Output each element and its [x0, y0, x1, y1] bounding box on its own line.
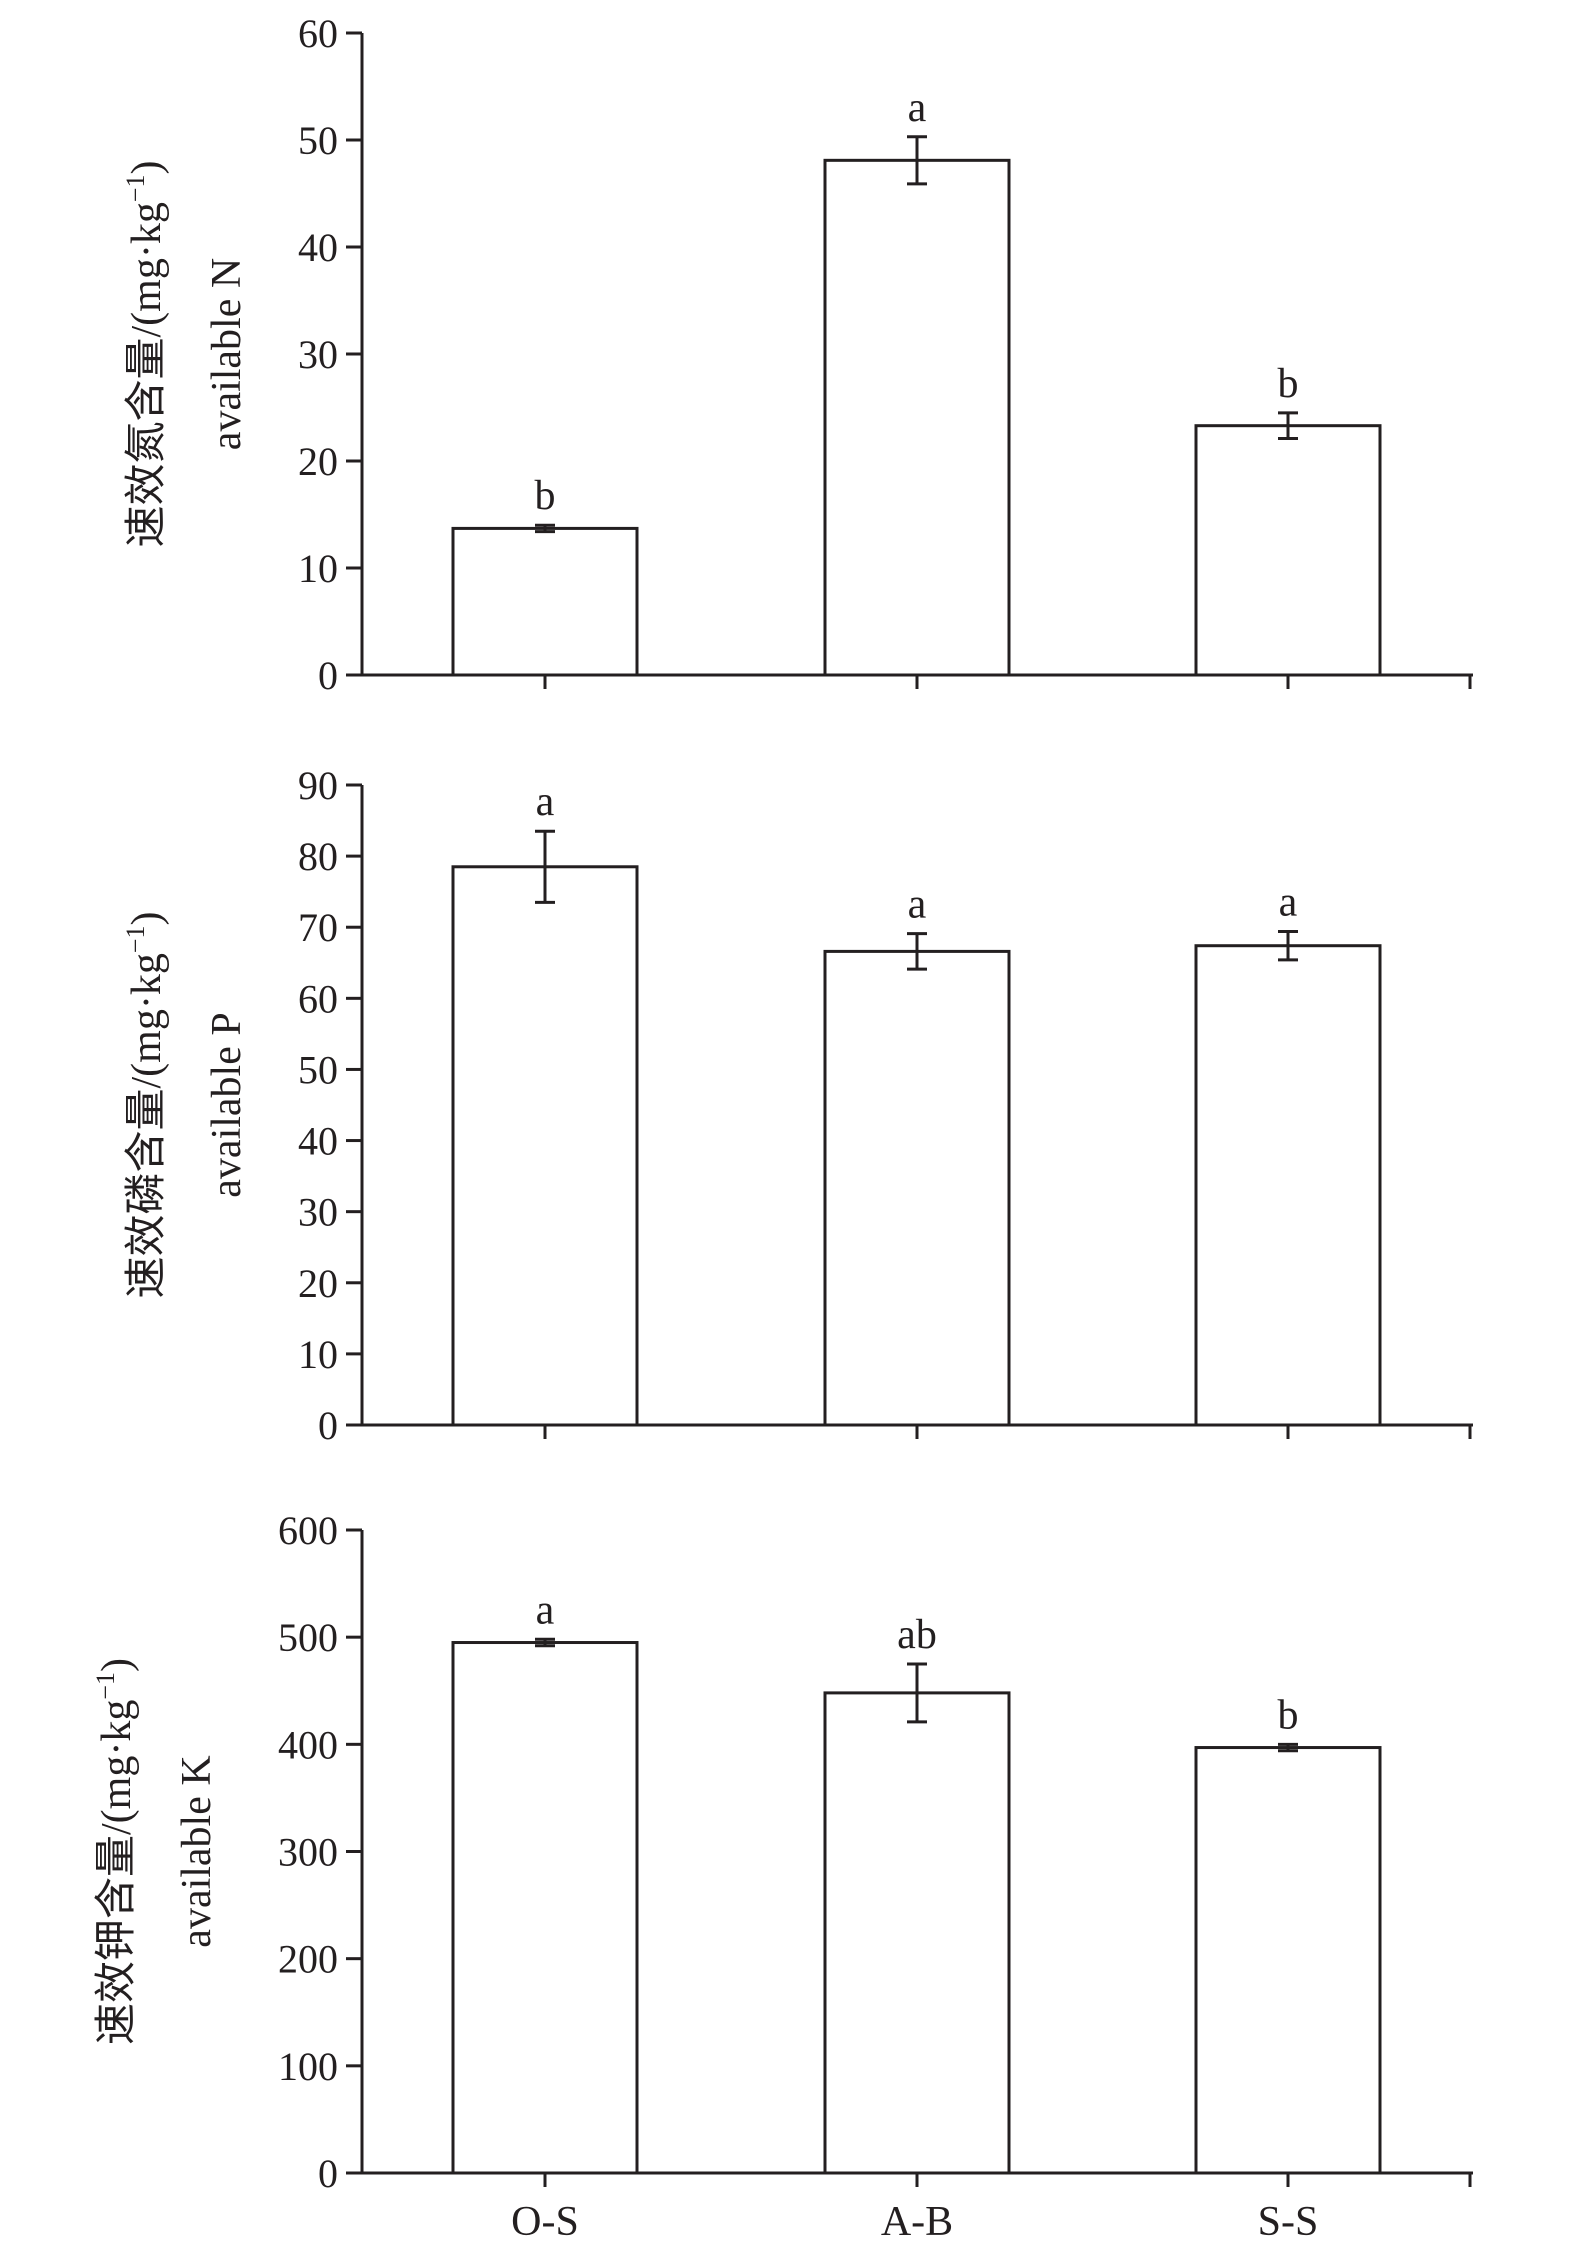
y-axis-label-en: available P: [204, 1012, 250, 1197]
y-tick-label: 50: [298, 1047, 338, 1092]
y-tick-label: 40: [298, 225, 338, 270]
significance-label: a: [536, 1587, 555, 1633]
y-axis-label-close-paren: ): [94, 1658, 140, 1672]
y-tick-label: 10: [298, 1332, 338, 1377]
bar: [451, 865, 639, 1427]
y-tick-label: 30: [298, 332, 338, 377]
bar: [823, 158, 1011, 677]
y-tick-label: 20: [298, 1261, 338, 1306]
y-axis-label-superscript: −1: [121, 175, 150, 203]
y-tick-label: 60: [298, 11, 338, 56]
significance-label: a: [908, 85, 927, 131]
y-tick-label: 0: [318, 1403, 338, 1448]
x-category-label: A-B: [881, 2199, 953, 2245]
bar: [1194, 944, 1382, 1427]
significance-label: ab: [897, 1612, 937, 1658]
y-tick-label: 40: [298, 1119, 338, 1164]
bar: [1194, 1746, 1382, 2175]
significance-label: a: [536, 779, 555, 825]
y-tick-label: 70: [298, 905, 338, 950]
y-axis-label-cn: 速效磷含量/(mg·kg−1): [121, 912, 170, 1299]
y-axis-label-superscript: −1: [121, 926, 150, 954]
x-category-label: O-S: [511, 2199, 579, 2245]
y-axis-label-cn: 速效氮含量/(mg·kg−1): [121, 161, 170, 548]
significance-label: b: [1278, 361, 1299, 407]
bar: [451, 1641, 639, 2175]
bar: [823, 1691, 1011, 2175]
y-tick-label: 100: [278, 2044, 338, 2089]
y-tick-label: 600: [278, 1508, 338, 1553]
y-axis-label-superscript: −1: [91, 1672, 120, 1700]
chart-panel-2: 0 10 20 30 40 50 60 70 80 90 a a a 速效磷含量/(mg·kg−1) ava…: [121, 763, 1473, 1448]
bar: [451, 526, 639, 677]
x-category-label: S-S: [1258, 2199, 1319, 2245]
chart-panel-3: 0 100 200 300 400 500 600 a ab b O-S A-B S-S 速效钾含量/(m…: [91, 1508, 1473, 2245]
y-axis-label-en: available K: [174, 1755, 220, 1947]
y-axis-label-en: available N: [204, 258, 250, 450]
significance-label: b: [1278, 1692, 1299, 1738]
y-tick-label: 200: [278, 1937, 338, 1982]
y-axis-label-cn: 速效钾含量/(mg·kg−1): [91, 1658, 140, 2045]
y-tick-label: 10: [298, 546, 338, 591]
y-axis-label-close-paren: ): [124, 161, 170, 175]
chart-panel-1: 0 10 20 30 40 50 60 b a b 速效氮含量/(mg·kg−1) available…: [121, 11, 1473, 698]
y-tick-label: 0: [318, 2151, 338, 2196]
y-axis-label-cn-main: 速效钾含量/(mg·kg: [94, 1700, 140, 2045]
y-tick-label: 300: [278, 1830, 338, 1875]
bar: [1194, 424, 1382, 677]
y-axis-label-cn-main: 速效磷含量/(mg·kg: [124, 953, 170, 1298]
y-tick-label: 90: [298, 763, 338, 808]
significance-label: b: [535, 473, 556, 519]
y-tick-label: 30: [298, 1190, 338, 1235]
bar: [823, 949, 1011, 1427]
y-tick-label: 500: [278, 1615, 338, 1660]
significance-label: a: [1279, 879, 1298, 925]
significance-label: a: [908, 882, 927, 928]
y-tick-label: 0: [318, 653, 338, 698]
y-tick-label: 60: [298, 976, 338, 1021]
y-tick-label: 80: [298, 834, 338, 879]
y-tick-label: 50: [298, 118, 338, 163]
y-axis-label-close-paren: ): [124, 912, 170, 926]
y-axis-label-cn-main: 速效氮含量/(mg·kg: [124, 202, 170, 547]
y-tick-label: 20: [298, 439, 338, 484]
y-tick-label: 400: [278, 1722, 338, 1767]
